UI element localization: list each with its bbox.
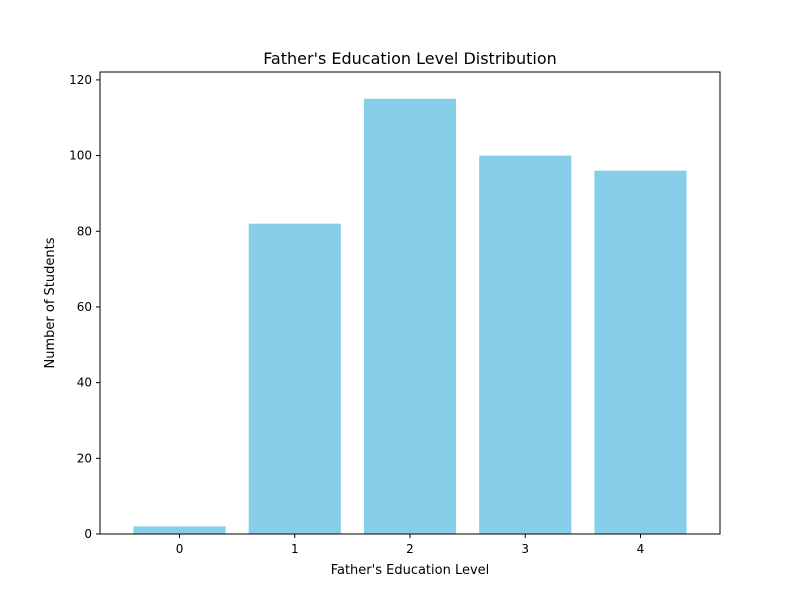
bar-0: [133, 526, 226, 534]
bars-layer: [133, 98, 687, 535]
x-tick-label: 4: [637, 542, 645, 556]
y-axis: 0 20 40 60 80 100 120: [69, 73, 100, 541]
x-axis-label: Father's Education Level: [331, 563, 490, 578]
y-tick-label: 20: [77, 451, 92, 465]
y-tick-label: 120: [69, 73, 92, 87]
chart-title: Father's Education Level Distribution: [263, 49, 557, 68]
y-tick-label: 80: [77, 224, 92, 238]
bar-1: [248, 223, 341, 535]
y-tick-label: 40: [77, 376, 92, 390]
y-tick-label: 100: [69, 149, 92, 163]
x-tick-label: 1: [291, 542, 299, 556]
y-tick-label: 60: [77, 300, 92, 314]
bar-4: [594, 170, 687, 534]
x-tick-label: 2: [406, 542, 414, 556]
bar-3: [479, 155, 572, 535]
y-axis-label: Number of Students: [43, 237, 58, 368]
y-tick-label: 0: [84, 527, 92, 541]
bar-2: [363, 98, 457, 535]
x-tick-label: 3: [521, 542, 529, 556]
x-tick-label: 0: [176, 542, 184, 556]
x-axis: 0 1 2 3 4: [176, 534, 645, 556]
